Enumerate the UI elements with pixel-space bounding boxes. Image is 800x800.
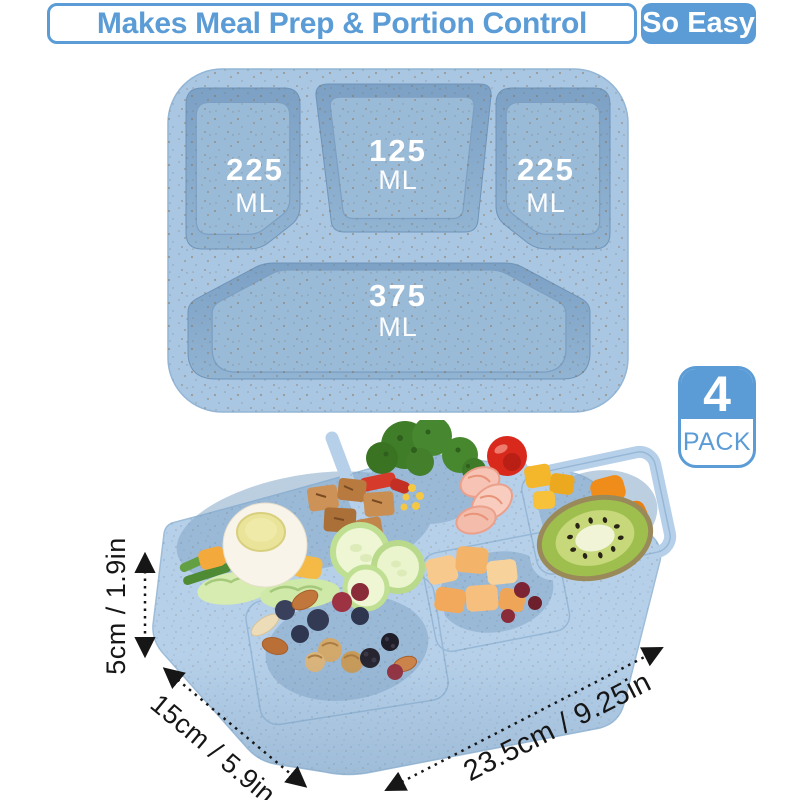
pack-badge: 4 PACK [678, 366, 756, 468]
volume-label-bottom: 375 [369, 278, 427, 313]
food-boiled-egg [222, 502, 308, 588]
food-red-pepper [359, 472, 411, 494]
volume-unit-bottom: ML [378, 312, 418, 342]
food-corn [400, 484, 424, 511]
food-cantaloupe-cubes [425, 546, 526, 614]
banner-badge-so-easy: So Easy [641, 3, 756, 44]
food-cherry-tomato [487, 436, 527, 476]
pack-label: PACK [682, 427, 752, 456]
food-cucumber [330, 522, 425, 612]
pack-count: 4 [681, 369, 753, 419]
volume-unit-left: ML [235, 188, 275, 218]
food-berries-melon [501, 582, 542, 623]
tray-food-photo: 5cm / 1.9in 15cm / 5.9in 23.5cm / 9.25in [101, 420, 677, 800]
height-dimension-label: 5cm / 1.9in [101, 537, 131, 675]
food-kiwi [536, 494, 654, 582]
volume-label-left: 225 [226, 152, 284, 187]
volume-label-center: 125 [369, 133, 427, 168]
dimension-annotations [134, 551, 664, 791]
tray-speckle-texture [168, 69, 628, 412]
volume-unit-right: ML [526, 188, 566, 218]
food-broccoli [366, 420, 486, 482]
food-mango [524, 463, 575, 510]
banner-title-box: Makes Meal Prep & Portion Control [47, 3, 637, 44]
volume-unit-center: ML [378, 165, 418, 195]
food-shrimp [455, 466, 513, 535]
banner-title: Makes Meal Prep & Portion Control [96, 6, 588, 40]
tray-top-view: 225 ML 125 ML 225 ML 375 ML [167, 68, 629, 413]
volume-label-right: 225 [517, 152, 575, 187]
